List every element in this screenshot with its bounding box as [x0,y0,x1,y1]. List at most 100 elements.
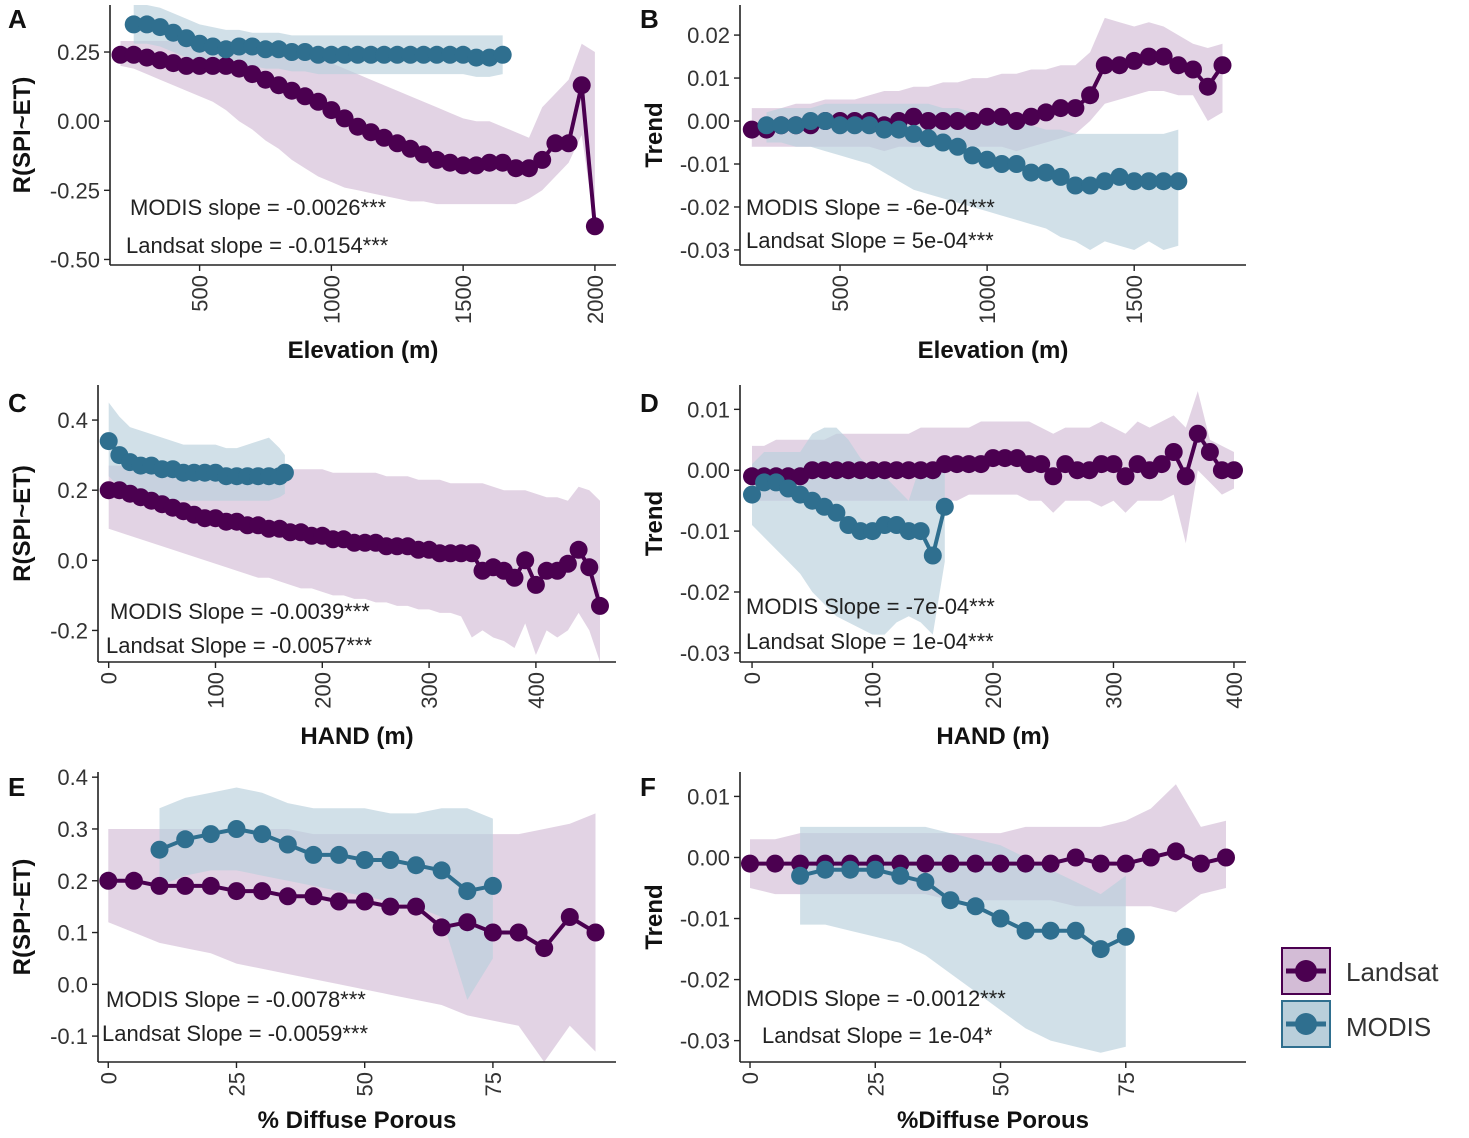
data-point-landsat-a [322,101,341,120]
data-point-landsat-a [177,56,196,75]
data-point-modis-b [772,116,791,135]
data-point-landsat-f [916,854,935,873]
x-tick-label-a: 500 [188,275,213,312]
data-point-landsat-e [381,897,400,916]
y-tick-label-d: -0.02 [680,580,730,605]
data-point-landsat-d [1225,461,1243,480]
x-tick-label-f: 25 [863,1072,888,1096]
x-axis-title-b: Elevation (m) [918,337,1069,364]
data-point-landsat-d [1032,455,1051,474]
data-point-modis-f [1066,921,1085,940]
data-point-modis-f [816,860,835,879]
data-point-landsat-a [309,92,328,111]
data-point-modis-a [375,45,394,64]
y-tick-label-d: -0.01 [680,519,730,544]
x-tick-label-c: 100 [203,672,228,709]
data-point-landsat-e [483,923,502,942]
data-point-landsat-f [1116,854,1135,873]
y-tick-label-d: 0.01 [687,397,730,422]
data-point-modis-f [941,891,960,910]
data-point-landsat-b [1081,86,1100,105]
data-point-landsat-e [201,876,220,895]
x-tick-label-d: 100 [861,672,886,709]
data-point-modis-a [427,45,446,64]
data-point-modis-a [282,43,301,61]
panel-b: -0.03 -0.02 -0.01 0.00 0.01 0.02 500 1000 1500 El… [640,4,1246,364]
data-point-modis-a [441,45,459,64]
data-point-modis-d [935,497,954,516]
y-tick-label-c: 0.4 [57,408,88,433]
data-point-landsat-e [253,882,272,901]
data-point-landsat-a [559,134,578,153]
data-point-landsat-b [1110,56,1129,75]
data-point-modis-d [743,485,761,504]
y-axis-title-e: R(SPI~ET) [9,859,36,976]
data-point-modis-b [904,124,923,143]
data-point-landsat-b [948,112,967,130]
y-tick-label-e: 0.1 [57,921,88,946]
data-point-landsat-b [992,107,1011,126]
data-point-landsat-a [546,134,565,153]
data-point-landsat-e [432,918,451,937]
modis-slope-annotation-a: MODIS slope = -0.0026*** [130,195,387,220]
data-point-landsat-d [1104,455,1123,474]
x-tick-label-c: 400 [524,672,549,709]
legend-item-modis: MODIS [1281,1000,1431,1048]
data-point-landsat-b [1051,99,1070,118]
data-point-landsat-c [516,551,535,570]
y-tick-label-a: -0.25 [50,178,100,203]
landsat-slope-annotation-a: Landsat slope = -0.0154*** [126,233,389,258]
y-axis-title-b: Trend [641,102,668,167]
data-point-modis-b [948,137,967,156]
legend: Landsat MODIS [1281,947,1439,1048]
data-point-modis-e [381,851,400,869]
data-point-modis-a [309,45,328,64]
y-tick-label-d: -0.03 [680,641,730,666]
panel-label-e: E [8,772,25,802]
data-point-modis-f [791,866,810,885]
confidence-band-modis-c [108,402,285,501]
y-tick-label-d: 0.00 [687,458,730,483]
data-point-modis-f [866,860,885,879]
y-tick-label-a: 0.00 [57,109,100,134]
landsat-slope-annotation-e: Landsat Slope = -0.0059*** [102,1021,368,1046]
data-point-landsat-f [1016,854,1035,873]
data-point-modis-a [388,45,407,64]
data-point-modis-f [841,860,860,879]
data-point-landsat-b [963,112,982,130]
data-point-modis-f [1016,921,1035,940]
y-tick-label-f: -0.01 [680,907,730,932]
data-point-landsat-a [506,159,525,178]
panel-label-b: B [640,4,659,34]
y-tick-label-e: 0.0 [57,972,88,997]
data-point-landsat-a [533,150,552,169]
x-axis-title-a: Elevation (m) [288,337,439,364]
data-point-modis-b [1139,172,1158,191]
data-point-modis-a [401,45,420,64]
data-point-modis-b [963,146,982,165]
data-point-landsat-f [1166,842,1185,861]
data-point-landsat-b [1095,56,1114,75]
panel-a: -0.50 -0.25 0.00 0.25 500 1000 1500 2000 Elevati… [8,4,616,364]
x-axis-title-f: %Diffuse Porous [897,1107,1089,1134]
data-point-modis-b [934,133,952,152]
data-point-modis-a [348,45,367,64]
data-point-modis-b [992,155,1011,173]
data-point-landsat-e [560,908,579,926]
landsat-slope-annotation-b: Landsat Slope = 5e-04*** [746,228,994,253]
data-point-landsat-b [1154,47,1173,66]
data-point-landsat-f [1066,848,1085,867]
x-axis-title-c: HAND (m) [300,723,413,750]
data-point-modis-e [355,851,374,869]
data-point-landsat-f [1041,854,1060,873]
y-tick-label-f: 0.00 [687,845,730,870]
data-point-landsat-d [1116,467,1135,486]
data-point-landsat-b [919,112,938,130]
data-point-landsat-c [462,544,481,563]
data-point-modis-b [1037,163,1055,182]
panel-label-f: F [640,772,656,802]
y-axis-title-a: R(SPI~ET) [9,77,36,194]
data-point-landsat-a [585,217,604,236]
data-point-landsat-e [535,939,554,958]
